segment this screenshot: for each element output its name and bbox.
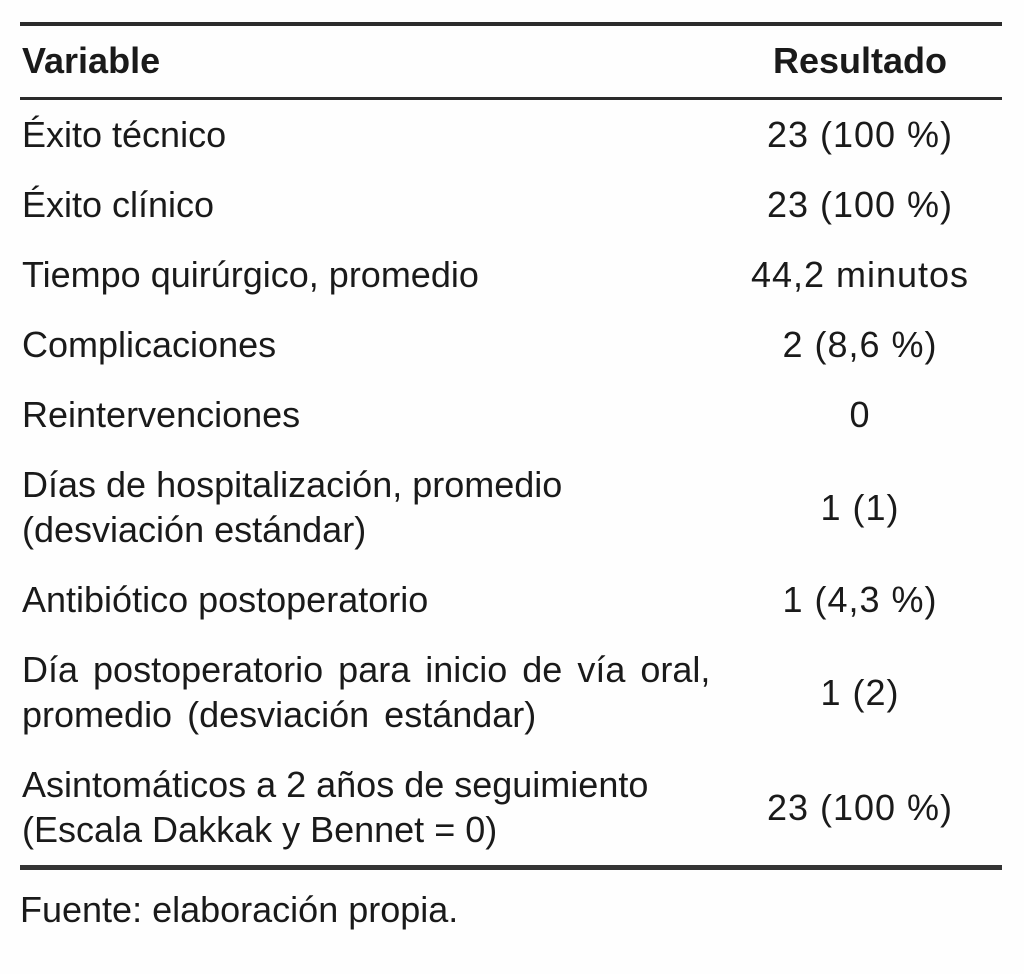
- row-value: 23 (100 %): [718, 750, 1002, 870]
- table-row: Días de hospitalización, promedio (desvi…: [20, 450, 1002, 565]
- table-row: Éxito clínico 23 (100 %): [20, 170, 1002, 240]
- table-body: Éxito técnico 23 (100 %) Éxito clínico 23 (…: [20, 99, 1002, 870]
- column-header-variable: Variable: [20, 24, 718, 100]
- row-label: Asintomáticos a 2 años de seguimiento (E…: [20, 750, 718, 870]
- table-row: Éxito técnico 23 (100 %): [20, 99, 1002, 171]
- results-table: Variable Resultado Éxito técnico 23 (100 …: [20, 22, 1002, 870]
- table-row: Complicaciones 2 (8,6 %): [20, 310, 1002, 380]
- row-label: Tiempo quirúrgico, promedio: [22, 254, 479, 295]
- source-note: Fuente: elaboración propia.: [20, 889, 459, 930]
- row-value: 1 (2): [820, 671, 900, 713]
- row-value: 23 (100 %): [766, 114, 954, 155]
- row-label: Éxito clínico: [22, 184, 215, 225]
- table-row: Día postoperatorio para inicio de vía or…: [20, 635, 1002, 750]
- row-value: 1 (1): [820, 486, 900, 528]
- column-header-resultado: Resultado: [718, 24, 1002, 100]
- row-label: Éxito técnico: [22, 114, 227, 155]
- table-row: Tiempo quirúrgico, promedio 44,2 minutos: [20, 240, 1002, 310]
- table-row: Asintomáticos a 2 años de seguimiento (E…: [20, 750, 1002, 870]
- row-label: Día postoperatorio para inicio de vía or…: [22, 649, 711, 735]
- header-row: Variable Resultado: [20, 24, 1002, 100]
- row-value: 23 (100 %): [766, 184, 954, 225]
- row-label: Antibiótico postoperatorio: [22, 579, 429, 620]
- row-label: Complicaciones: [22, 324, 277, 365]
- row-label: Días de hospitalización, promedio (desvi…: [22, 464, 563, 550]
- row-value: 44,2 minutos: [750, 254, 970, 295]
- row-value: 2 (8,6 %): [782, 324, 938, 365]
- table-header: Variable Resultado: [20, 24, 1002, 100]
- row-label: Reintervenciones: [22, 394, 301, 435]
- table-row: Antibiótico postoperatorio 1 (4,3 %): [20, 565, 1002, 635]
- row-value: 1 (4,3 %): [782, 579, 938, 620]
- table-row: Reintervenciones 0: [20, 380, 1002, 450]
- row-value: 0: [849, 394, 871, 435]
